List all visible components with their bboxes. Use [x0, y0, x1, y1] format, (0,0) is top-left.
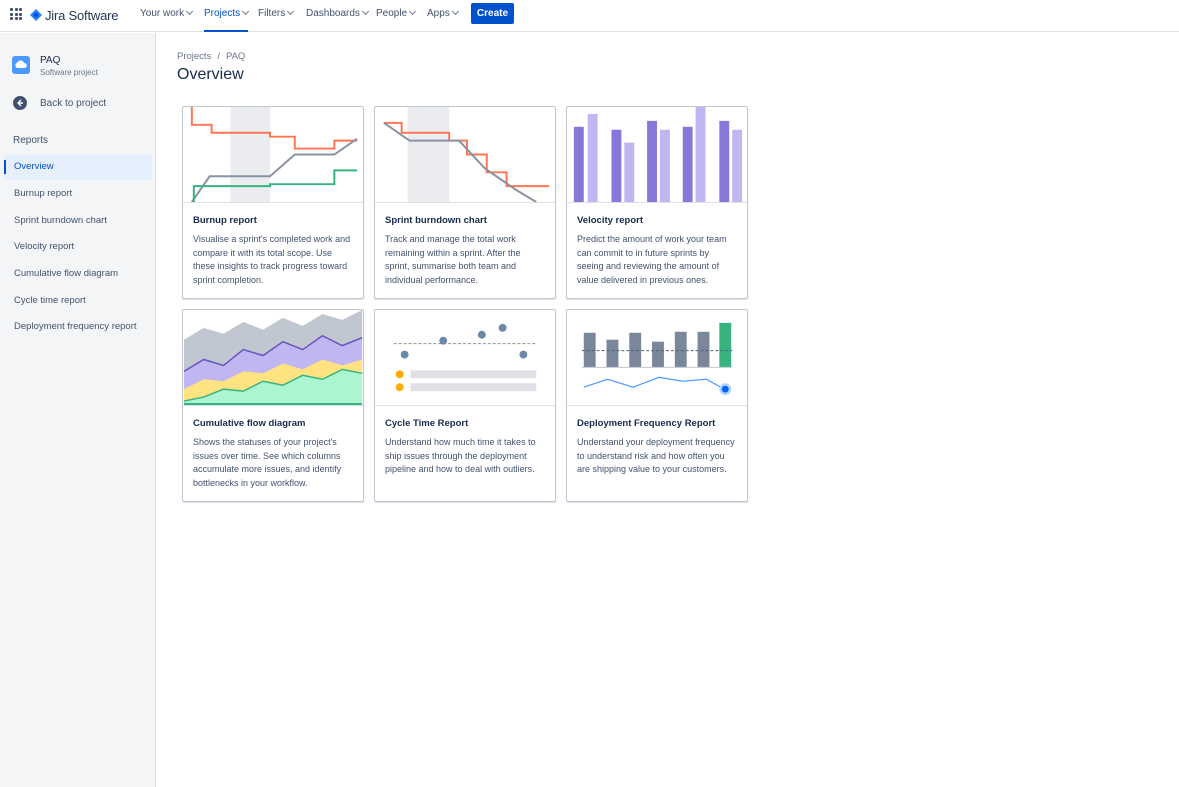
- card-title: Sprint burndown chart: [385, 215, 487, 226]
- nav-your-work-label: Your work: [140, 8, 185, 19]
- velocity-report-card[interactable]: Velocity report Predict the amount of wo…: [566, 106, 748, 299]
- jira-diamond-icon: [30, 9, 42, 21]
- cumulative-flow-card[interactable]: Cumulative flow diagram Shows the status…: [182, 309, 364, 502]
- cloud-icon: [15, 60, 27, 68]
- nav-filters[interactable]: Filters: [258, 0, 295, 32]
- card-description: Track and manage the total work remainin…: [385, 234, 521, 285]
- back-to-project-link[interactable]: Back to project: [40, 98, 107, 109]
- burnup-chart-illustration: [183, 107, 363, 203]
- card-title: Cumulative flow diagram: [193, 418, 306, 429]
- nav-filters-label: Filters: [258, 8, 286, 19]
- sidebar-item-cumulative-flow[interactable]: Cumulative flow diagram: [14, 268, 119, 279]
- brand-name: Jira Software: [45, 7, 119, 23]
- card-description: Understand your deployment frequency to …: [577, 437, 735, 474]
- deployment-frequency-card[interactable]: Deployment Frequency Report Understand y…: [566, 309, 748, 502]
- jira-logo[interactable]: Jira Software: [30, 6, 118, 24]
- back-arrow-icon[interactable]: [13, 96, 27, 110]
- breadcrumb: Projects / PAQ: [177, 51, 245, 62]
- card-description: Predict the amount of work your team can…: [577, 234, 727, 285]
- nav-people[interactable]: People: [376, 0, 417, 32]
- project-name: PAQ: [40, 55, 61, 66]
- chevron-down-icon: [186, 7, 194, 16]
- sidebar-item-deployment-frequency[interactable]: Deployment frequency report: [14, 321, 137, 332]
- card-description: Shows the statuses of your project's iss…: [193, 437, 342, 488]
- nav-apps-label: Apps: [427, 8, 450, 19]
- breadcrumb-projects[interactable]: Projects: [177, 51, 212, 62]
- create-button[interactable]: Create: [471, 3, 514, 24]
- card-title: Velocity report: [577, 215, 643, 226]
- card-title: Burnup report: [193, 215, 257, 226]
- card-description: Visualise a sprint's completed work and …: [193, 234, 351, 285]
- deployment-frequency-illustration: [567, 322, 747, 406]
- card-description: Understand how much time it takes to shi…: [385, 437, 536, 474]
- sidebar-item-sprint-burndown[interactable]: Sprint burndown chart: [14, 215, 107, 226]
- nav-projects-label: Projects: [204, 8, 241, 19]
- app-switcher-icon[interactable]: [10, 8, 22, 20]
- cumulative-flow-illustration: [183, 310, 363, 406]
- top-navigation: Jira Software Your work Projects Filters…: [0, 0, 1179, 32]
- nav-apps[interactable]: Apps: [427, 0, 459, 32]
- velocity-chart-illustration: [567, 107, 747, 203]
- sidebar-item-velocity-report[interactable]: Velocity report: [14, 241, 75, 252]
- nav-your-work[interactable]: Your work: [140, 0, 194, 32]
- nav-projects[interactable]: Projects: [204, 0, 250, 32]
- sidebar-item-cycle-time[interactable]: Cycle time report: [14, 295, 86, 306]
- cycle-time-illustration: [375, 323, 555, 406]
- chevron-down-icon: [451, 7, 459, 16]
- reports-section-label: Reports: [13, 135, 49, 146]
- sprint-burndown-card[interactable]: Sprint burndown chart Track and manage t…: [374, 106, 556, 299]
- nav-dashboards-label: Dashboards: [306, 8, 360, 19]
- burndown-chart-illustration: [375, 107, 555, 203]
- sidebar-item-burnup-report[interactable]: Burnup report: [14, 188, 73, 199]
- nav-dashboards[interactable]: Dashboards: [306, 0, 369, 32]
- burnup-report-card[interactable]: Burnup report Visualise a sprint's compl…: [182, 106, 364, 299]
- chevron-down-icon: [361, 7, 369, 16]
- chevron-down-icon: [409, 7, 417, 16]
- chevron-down-icon: [242, 7, 250, 16]
- sidebar-item-overview[interactable]: Overview: [4, 154, 152, 180]
- project-type: Software project: [40, 68, 98, 77]
- card-title: Cycle Time Report: [385, 418, 469, 429]
- cycle-time-card[interactable]: Cycle Time Report Understand how much ti…: [374, 309, 556, 502]
- chevron-down-icon: [287, 7, 295, 16]
- page-title: Overview: [177, 66, 244, 83]
- breadcrumb-separator: /: [217, 51, 220, 62]
- breadcrumb-paq[interactable]: PAQ: [225, 51, 246, 62]
- project-avatar: [12, 56, 30, 74]
- card-title: Deployment Frequency Report: [577, 418, 716, 429]
- sidebar: PAQ Software project Back to project Rep…: [0, 33, 156, 787]
- nav-people-label: People: [376, 8, 408, 19]
